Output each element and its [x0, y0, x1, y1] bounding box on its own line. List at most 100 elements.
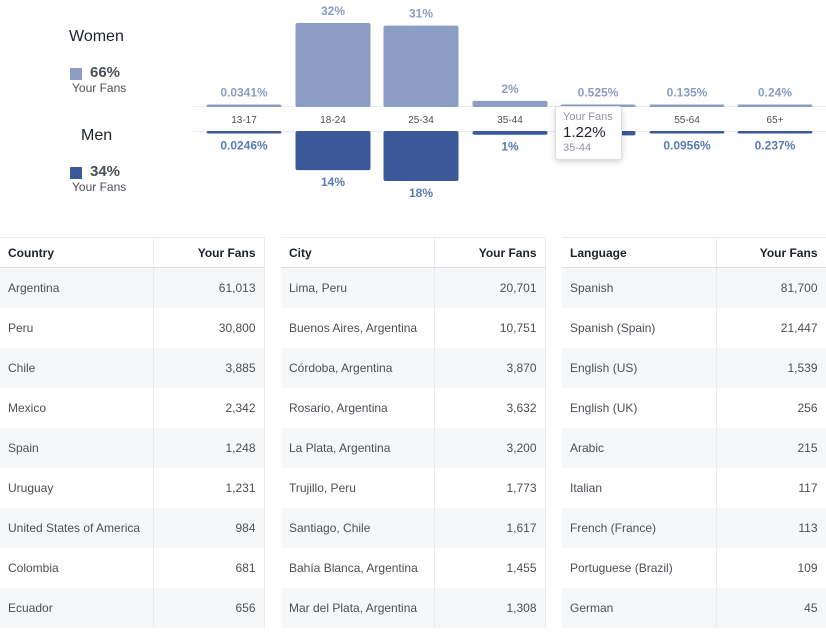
city-table-row: La Plata, Argentina 3,200 — [281, 428, 546, 468]
men-bar-13-17[interactable] — [206, 131, 282, 134]
country-fans-cell: 61,013 — [153, 267, 265, 308]
country-table-row: Mexico 2,342 — [0, 388, 265, 428]
city-column-header[interactable]: City — [281, 237, 435, 268]
women-value-label-25-34: 31% — [409, 7, 433, 21]
country-name-cell: Argentina — [0, 267, 154, 308]
country-name-cell: Peru — [0, 308, 154, 348]
women-value-label-18-24: 32% — [321, 4, 345, 18]
men-value-label-13-17: 0.0246% — [220, 139, 268, 153]
country-fans-cell: 1,231 — [153, 468, 265, 508]
city-fans-cell: 1,773 — [434, 468, 546, 508]
country-fans-cell: 3,885 — [153, 348, 265, 388]
language-name-cell: Italian — [562, 468, 717, 508]
women-subtitle: Your Fans — [72, 81, 127, 95]
men-value-label-55-64: 0.0956% — [663, 139, 711, 153]
men-percent: 34% — [90, 163, 121, 180]
men-title: Men — [81, 127, 113, 144]
men-value-label-65+: 0.237% — [755, 139, 796, 153]
age-gender-chart: 13-17 0.0341% 0.0246% 18-24 32% 14% 25-34 31% 18… — [206, 4, 813, 200]
language-column-header[interactable]: Language — [562, 237, 717, 268]
language-fans-cell: 109 — [716, 548, 826, 588]
country-fans-column-header[interactable]: Your Fans — [153, 237, 265, 268]
city-table: City Your Fans Lima, Peru 20,701 Buenos Ai… — [281, 237, 546, 628]
women-bar-13-17[interactable] — [206, 104, 282, 108]
men-bar-35-44[interactable] — [472, 131, 548, 135]
country-table-row: Chile 3,885 — [0, 348, 265, 388]
age-label-65+: 65+ — [767, 115, 784, 126]
women-bar-25-34[interactable] — [383, 25, 459, 107]
language-fans-cell: 1,539 — [716, 348, 826, 388]
language-name-cell: Spanish (Spain) — [562, 308, 717, 348]
men-value-label-25-34: 18% — [409, 186, 433, 200]
language-name-cell: Arabic — [562, 428, 717, 468]
country-table-row: Peru 30,800 — [0, 308, 265, 348]
tooltip-category: 35-44 — [563, 142, 592, 154]
women-percent: 66% — [90, 64, 121, 81]
men-bar-18-24[interactable] — [295, 131, 371, 171]
language-name-cell: French (France) — [562, 508, 717, 548]
men-bar-65+[interactable] — [737, 131, 813, 134]
country-name-cell: United States of America — [0, 508, 154, 548]
country-name-cell: Mexico — [0, 388, 154, 428]
city-fans-cell: 3,870 — [434, 348, 546, 388]
language-name-cell: English (US) — [562, 348, 717, 388]
country-fans-cell: 30,800 — [153, 308, 265, 348]
tooltip-value: 1.22% — [563, 124, 606, 141]
women-bar-18-24[interactable] — [295, 23, 371, 107]
men-subtitle: Your Fans — [72, 180, 127, 194]
age-label-55-64: 55-64 — [674, 115, 700, 126]
city-name-cell: Lima, Peru — [281, 267, 435, 308]
city-table-row: Rosario, Argentina 3,632 — [281, 388, 546, 428]
age-label-18-24: 18-24 — [320, 115, 346, 126]
country-column-header[interactable]: Country — [0, 237, 154, 268]
language-table-row: English (US) 1,539 — [562, 348, 826, 388]
city-name-cell: Santiago, Chile — [281, 508, 435, 548]
language-table-row: Arabic 215 — [562, 428, 826, 468]
language-table-row: Spanish 81,700 — [562, 267, 826, 308]
city-table-row: Buenos Aires, Argentina 10,751 — [281, 308, 546, 348]
city-name-cell: Trujillo, Peru — [281, 468, 435, 508]
women-swatch — [70, 68, 82, 80]
country-fans-cell: 681 — [153, 548, 265, 588]
women-bar-65+[interactable] — [737, 104, 813, 108]
language-name-cell: Portuguese (Brazil) — [562, 548, 717, 588]
city-fans-cell: 10,751 — [434, 308, 546, 348]
language-name-cell: German — [562, 588, 717, 628]
language-fans-cell: 215 — [716, 428, 826, 468]
women-bar-55-64[interactable] — [649, 104, 725, 108]
men-value-label-18-24: 14% — [321, 175, 345, 189]
country-table-row: Colombia 681 — [0, 548, 265, 588]
country-name-cell: Uruguay — [0, 468, 154, 508]
language-table-row: German 45 — [562, 588, 826, 628]
demographics-section: Women 66% Your Fans Men 34% Your Fans 13… — [0, 0, 826, 210]
country-table-row: Spain 1,248 — [0, 428, 265, 468]
city-name-cell: Córdoba, Argentina — [281, 348, 435, 388]
women-value-label-45-54: 0.525% — [578, 86, 619, 100]
language-table-row: French (France) 113 — [562, 508, 826, 548]
men-value-label-35-44: 1% — [501, 140, 519, 154]
city-table-row: Santiago, Chile 1,617 — [281, 508, 546, 548]
country-table: Country Your Fans Argentina 61,013 Peru 30,… — [0, 237, 265, 628]
city-fans-cell: 3,200 — [434, 428, 546, 468]
men-bar-25-34[interactable] — [383, 131, 459, 181]
country-name-cell: Ecuador — [0, 588, 154, 628]
language-table-header: Language Your Fans — [562, 237, 826, 268]
city-table-row: Bahía Blanca, Argentina 1,455 — [281, 548, 546, 588]
men-bar-55-64[interactable] — [649, 131, 725, 134]
women-bar-35-44[interactable] — [472, 100, 548, 107]
language-table-row: Portuguese (Brazil) 109 — [562, 548, 826, 588]
language-table-row: English (UK) 256 — [562, 388, 826, 428]
language-fans-cell: 21,447 — [716, 308, 826, 348]
language-name-cell: Spanish — [562, 267, 717, 308]
city-fans-column-header[interactable]: Your Fans — [434, 237, 546, 268]
language-fans-cell: 117 — [716, 468, 826, 508]
city-table-row: Córdoba, Argentina 3,870 — [281, 348, 546, 388]
country-name-cell: Colombia — [0, 548, 154, 588]
language-fans-cell: 45 — [716, 588, 826, 628]
country-table-row: Uruguay 1,231 — [0, 468, 265, 508]
language-fans-column-header[interactable]: Your Fans — [716, 237, 826, 268]
women-value-label-55-64: 0.135% — [667, 86, 708, 100]
country-fans-cell: 2,342 — [153, 388, 265, 428]
city-fans-cell: 1,308 — [434, 588, 546, 628]
city-table-row: Mar del Plata, Argentina 1,308 — [281, 588, 546, 628]
